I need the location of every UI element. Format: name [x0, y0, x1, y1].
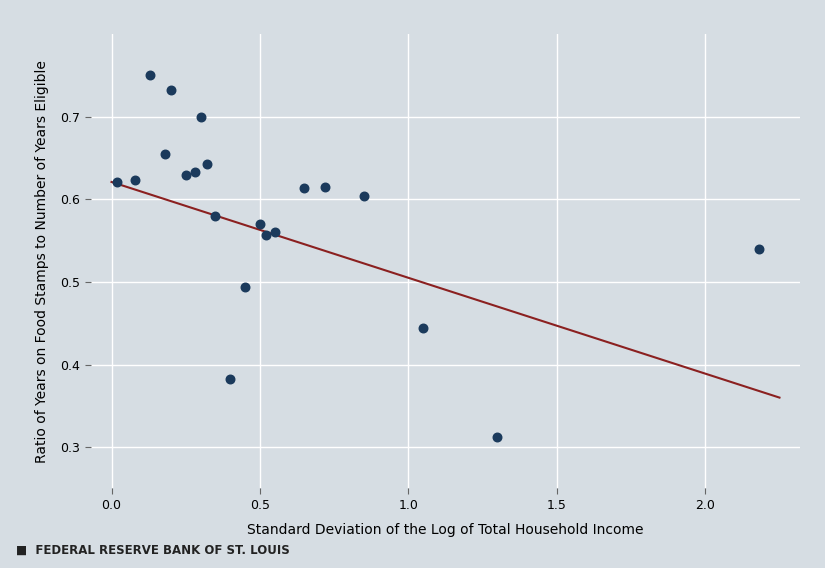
Point — [194, 112, 207, 121]
Point — [224, 374, 237, 383]
Point — [238, 282, 252, 291]
Point — [179, 170, 192, 179]
Point — [209, 211, 222, 220]
Point — [200, 159, 213, 168]
Point — [129, 176, 142, 185]
Point — [158, 149, 172, 158]
Point — [111, 177, 124, 186]
Point — [253, 220, 266, 229]
Point — [188, 168, 201, 177]
Point — [491, 433, 504, 442]
Point — [144, 71, 157, 80]
Point — [752, 244, 766, 253]
Point — [417, 324, 430, 333]
Point — [298, 183, 311, 193]
Point — [318, 182, 332, 191]
Point — [259, 230, 272, 239]
Point — [357, 191, 370, 201]
Point — [164, 86, 177, 95]
Y-axis label: Ratio of Years on Food Stamps to Number of Years Eligible: Ratio of Years on Food Stamps to Number … — [35, 60, 49, 463]
Point — [268, 228, 281, 237]
X-axis label: Standard Deviation of the Log of Total Household Income: Standard Deviation of the Log of Total H… — [248, 523, 644, 537]
Text: ■  FEDERAL RESERVE BANK OF ST. LOUIS: ■ FEDERAL RESERVE BANK OF ST. LOUIS — [16, 544, 290, 557]
